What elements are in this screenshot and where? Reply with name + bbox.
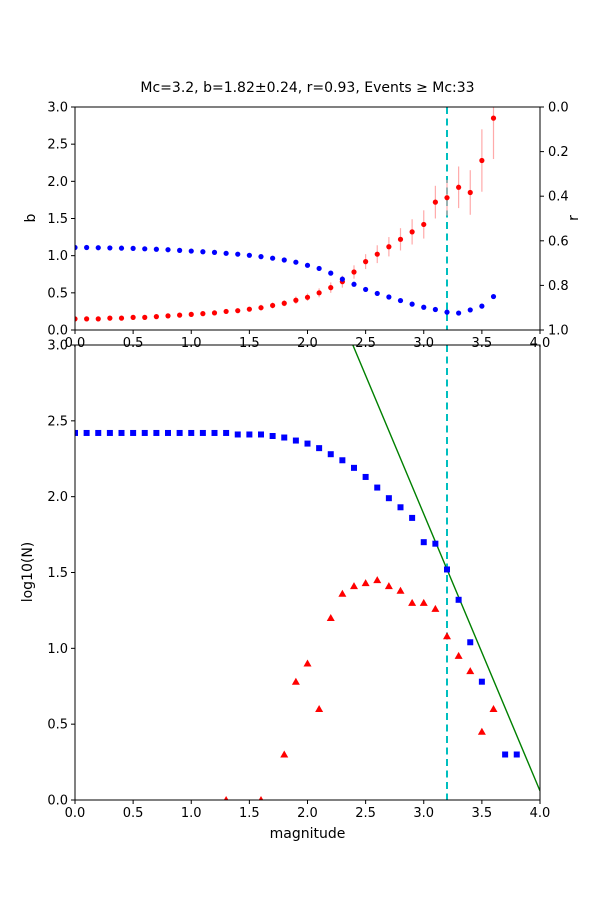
svg-text:0.5: 0.5 — [123, 336, 144, 351]
top-plot-data — [75, 107, 497, 330]
svg-text:0.6: 0.6 — [548, 234, 569, 249]
svg-text:2.0: 2.0 — [297, 806, 318, 821]
bottom-plot-ticks: 0.0 0.5 1.0 1.5 2.0 2.5 3.0 3.5 4.0 0.0 0.5 1.0 1.5 2… — [47, 339, 550, 822]
svg-text:0.0: 0.0 — [47, 794, 68, 809]
svg-text:0.0: 0.0 — [65, 336, 86, 351]
svg-text:4.0: 4.0 — [530, 806, 551, 821]
svg-text:0.4: 0.4 — [548, 190, 569, 205]
svg-text:2.5: 2.5 — [355, 806, 376, 821]
bottom-plot-data — [75, 345, 540, 800]
svg-text:3.0: 3.0 — [413, 336, 434, 351]
svg-text:2.5: 2.5 — [47, 414, 68, 429]
svg-text:2.5: 2.5 — [47, 138, 68, 153]
svg-text:0.0: 0.0 — [47, 324, 68, 339]
svg-text:2.5: 2.5 — [355, 336, 376, 351]
svg-text:1.0: 1.0 — [181, 336, 202, 351]
b-value-vs-cutoff-magnitude — [75, 107, 497, 322]
chart-title: Mc=3.2, b=1.82±0.24, r=0.93, Events ≥ Mc… — [140, 80, 475, 96]
svg-text:0.5: 0.5 — [123, 806, 144, 821]
cumulative-counts — [75, 429, 520, 758]
svg-text:1.0: 1.0 — [47, 642, 68, 657]
r-value-vs-cutoff-magnitude — [75, 244, 497, 316]
svg-text:3.5: 3.5 — [472, 806, 493, 821]
svg-text:1.5: 1.5 — [47, 566, 68, 581]
svg-text:1.0: 1.0 — [181, 806, 202, 821]
svg-text:0.8: 0.8 — [548, 279, 569, 294]
incremental-counts — [223, 576, 498, 800]
top-left-axis-label: b — [23, 213, 39, 223]
svg-text:0.2: 0.2 — [548, 145, 569, 160]
svg-text:2.0: 2.0 — [47, 490, 68, 505]
top-plot-ticks: 0.0 0.5 1.0 1.5 2.0 2.5 3.0 3.5 4.0 0.0 0.5 1.0 1.5 2… — [47, 101, 568, 352]
bottom-y-axis-label: log10(N) — [20, 541, 36, 603]
svg-text:0.5: 0.5 — [47, 718, 68, 733]
svg-text:3.0: 3.0 — [413, 806, 434, 821]
x-axis-label: magnitude — [269, 826, 346, 842]
svg-text:3.0: 3.0 — [47, 101, 68, 116]
svg-text:0.0: 0.0 — [65, 806, 86, 821]
svg-text:3.5: 3.5 — [472, 336, 493, 351]
svg-text:3.0: 3.0 — [47, 339, 68, 354]
svg-text:1.5: 1.5 — [47, 212, 68, 227]
bottom-plot-frame — [74, 344, 541, 801]
svg-text:1.5: 1.5 — [239, 806, 260, 821]
bottom-plot: 0.0 0.5 1.0 1.5 2.0 2.5 3.0 3.5 4.0 0.0 0.5 1.0 1.5 2… — [47, 339, 550, 822]
svg-text:2.0: 2.0 — [47, 175, 68, 190]
svg-text:1.5: 1.5 — [239, 336, 260, 351]
svg-text:1.0: 1.0 — [47, 249, 68, 264]
svg-text:2.0: 2.0 — [297, 336, 318, 351]
top-right-axis-label: r — [566, 215, 582, 221]
svg-text:1.0: 1.0 — [548, 324, 569, 339]
svg-text:4.0: 4.0 — [530, 336, 551, 351]
svg-text:0.0: 0.0 — [548, 101, 569, 116]
svg-text:0.5: 0.5 — [47, 286, 68, 301]
top-plot: 0.0 0.5 1.0 1.5 2.0 2.5 3.0 3.5 4.0 0.0 0.5 1.0 1.5 2… — [47, 101, 568, 352]
